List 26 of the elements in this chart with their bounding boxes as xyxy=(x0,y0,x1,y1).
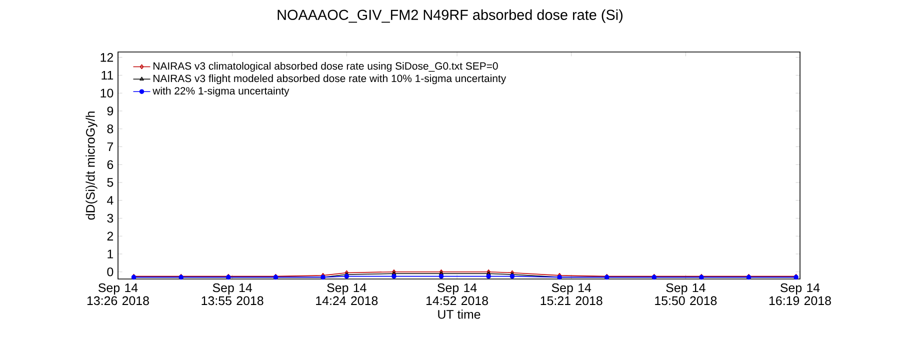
legend-label: NAIRAS v3 flight modeled absorbed dose rate with 10% 1-sigma uncertainty xyxy=(154,74,506,84)
x-axis-title: UT time xyxy=(438,310,480,319)
y-tick-label: 9 xyxy=(107,106,114,116)
x-tick-label: Sep 14 14:24 2018 xyxy=(316,283,378,306)
y-tick-label: 3 xyxy=(107,214,114,223)
y-tick-label: 4 xyxy=(107,196,114,205)
x-tick-label: Sep 14 16:19 2018 xyxy=(769,283,831,306)
y-axis-title: dD(Si)/dt microGy/h xyxy=(86,112,98,220)
y-tick-label: 11 xyxy=(102,70,114,80)
y-tick-label: 6 xyxy=(107,160,114,170)
y-tick-label: 0 xyxy=(107,267,114,276)
x-tick-label: Sep 14 15:21 2018 xyxy=(540,283,602,306)
y-tick-label: 5 xyxy=(107,178,114,187)
x-tick-label: Sep 14 15:50 2018 xyxy=(655,283,717,306)
y-tick-label: 2 xyxy=(107,232,114,240)
y-tick-label: 7 xyxy=(107,142,114,152)
legend-label: NAIRAS v3 climatological absorbed dose rate using SiDose_G0.txt SEP=0 xyxy=(154,62,498,72)
x-tick-label: Sep 14 13:55 2018 xyxy=(202,283,264,306)
chart-title: NOAAAOC_GIV_FM2 N49RF absorbed dose rate (Si) xyxy=(278,9,622,23)
y-tick-label: 1 xyxy=(108,250,114,258)
y-tick-label: 10 xyxy=(100,88,114,98)
y-tick-label: 12 xyxy=(100,53,114,62)
x-tick-label: Sep 14 13:26 2018 xyxy=(87,283,149,306)
legend-label: with 22% 1-sigma uncertainty xyxy=(152,86,290,97)
x-tick-label: Sep 14 14:52 2018 xyxy=(426,283,488,306)
y-tick-label: 8 xyxy=(107,124,114,134)
